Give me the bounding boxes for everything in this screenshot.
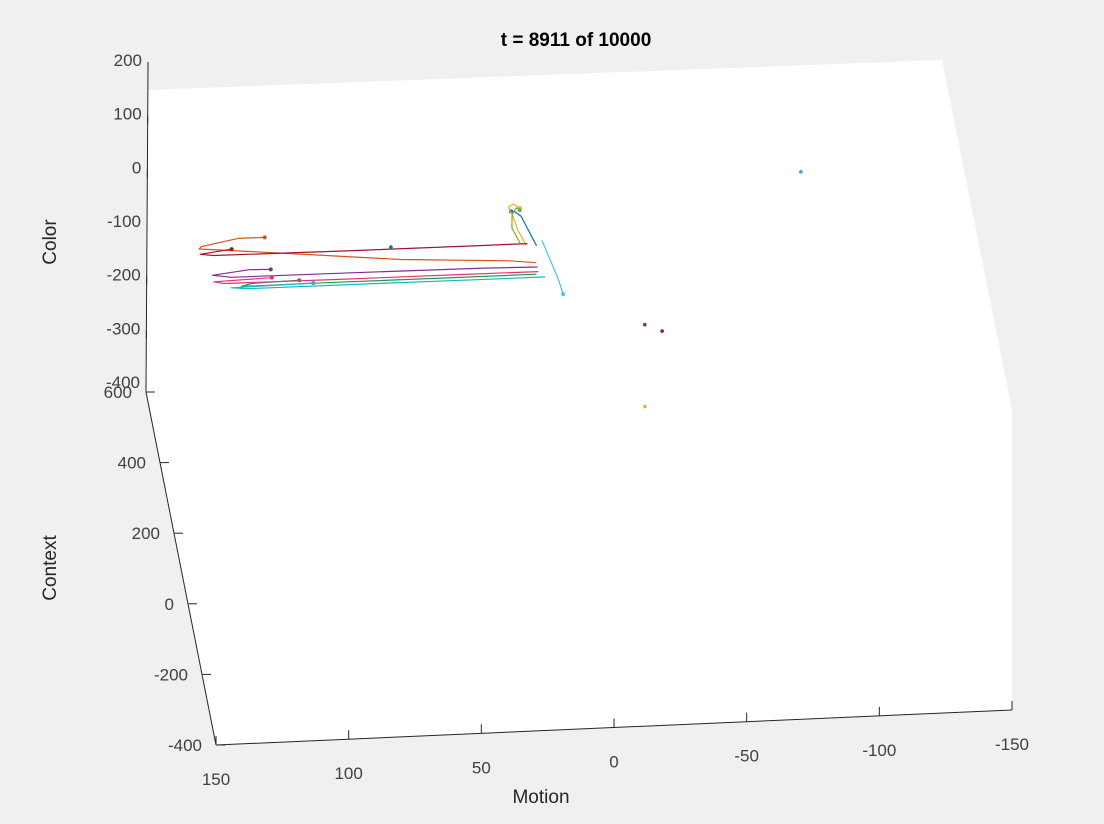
y-tick-label: 600 bbox=[104, 383, 132, 402]
z-axis-label: Color bbox=[40, 219, 61, 265]
z-tick-label: -100 bbox=[107, 212, 141, 231]
trajectory-line bbox=[511, 207, 521, 244]
y-tick-label: 400 bbox=[118, 454, 146, 473]
z-tick-label: -300 bbox=[106, 319, 140, 338]
trajectory-line bbox=[541, 239, 564, 295]
stray-points-group bbox=[389, 169, 803, 409]
trajectory-head-marker bbox=[229, 247, 234, 252]
y-axis-label: Context bbox=[40, 535, 61, 601]
y-tick-label: -400 bbox=[168, 736, 202, 755]
tick-layer: 150 100 50 0 -50 -100 -150 600 400 200 0 -200 -400 20… bbox=[104, 51, 1029, 789]
stray-point bbox=[660, 329, 664, 333]
x-tick-label: 0 bbox=[609, 753, 618, 772]
trajectory-line bbox=[507, 203, 527, 246]
y-axis-line bbox=[145, 391, 217, 746]
z-tick-label: 0 bbox=[132, 158, 141, 177]
trajectory-head-marker bbox=[269, 275, 274, 280]
trajectory-line bbox=[510, 210, 538, 247]
trajectory-line bbox=[230, 276, 546, 290]
z-tick-label: 200 bbox=[114, 51, 142, 70]
x-tick-label: 50 bbox=[472, 758, 491, 777]
trajectory-line bbox=[213, 271, 539, 285]
x-tick-label: 150 bbox=[202, 770, 230, 789]
trajectory-head-marker bbox=[311, 280, 316, 285]
plot-area bbox=[146, 60, 1012, 745]
stray-point bbox=[643, 404, 647, 409]
trajectory-line bbox=[199, 243, 528, 257]
x-tick-label: -100 bbox=[862, 741, 896, 760]
trajectory-head-marker bbox=[268, 267, 273, 272]
x-tick-label: -50 bbox=[734, 747, 759, 766]
x-tick-label: 100 bbox=[334, 764, 362, 783]
y-tick-label: 0 bbox=[165, 595, 174, 614]
trajectory-series-group bbox=[198, 203, 566, 297]
trajectory-head-marker bbox=[561, 292, 566, 297]
stray-point bbox=[799, 169, 803, 174]
stray-point bbox=[389, 245, 393, 249]
z-tick-label: -400 bbox=[106, 373, 140, 392]
trajectory-head-marker bbox=[262, 235, 267, 240]
z-tick-label: -200 bbox=[107, 266, 141, 285]
y-tick-label: -200 bbox=[154, 665, 188, 684]
trajectory-head-marker bbox=[517, 208, 522, 213]
stray-point bbox=[643, 322, 647, 327]
z-tick-label: 100 bbox=[113, 105, 141, 124]
x-axis-label: Motion bbox=[512, 787, 569, 808]
trajectory-line bbox=[211, 266, 538, 278]
y-tick-label: 200 bbox=[132, 524, 160, 543]
x-tick-label: -150 bbox=[995, 735, 1029, 754]
chart-title: t = 8911 of 10000 bbox=[501, 30, 652, 51]
